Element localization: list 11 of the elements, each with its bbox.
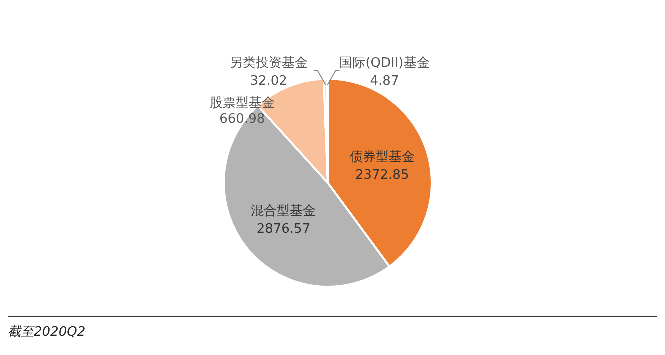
slice-label: 国际(QDII)基金 bbox=[340, 56, 430, 71]
slice-label: 混合型基金 bbox=[251, 204, 316, 220]
data-label: 660.98 bbox=[220, 112, 266, 127]
data-label: 2372.85 bbox=[355, 168, 410, 184]
slice-label: 另类投资基金 bbox=[230, 56, 308, 72]
slice-label: 股票型基金 bbox=[210, 96, 275, 111]
data-label: 2876.57 bbox=[256, 222, 311, 238]
text: 截至2020Q2 bbox=[8, 325, 86, 340]
slice-label: 债券型基金 bbox=[350, 150, 415, 166]
data-label: 32.02 bbox=[250, 74, 288, 90]
data-label: 4.87 bbox=[370, 74, 400, 89]
